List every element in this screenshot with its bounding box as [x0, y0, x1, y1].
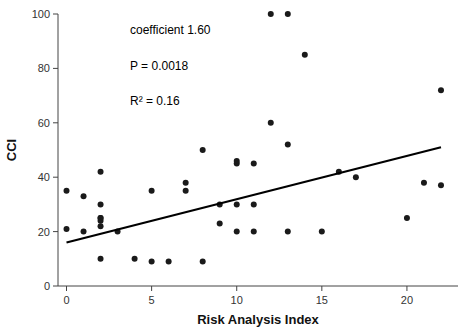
y-axis-label: CCI: [4, 139, 19, 161]
x-tick: [321, 286, 322, 291]
y-tick: [53, 177, 58, 178]
y-axis-line: [58, 14, 59, 286]
scatter-point: [98, 215, 104, 221]
scatter-point: [353, 174, 359, 180]
y-tick-label: 40: [38, 171, 50, 183]
scatter-point: [200, 147, 206, 153]
chart: 0 5 10 15 20 0 20 40 60 80 100 Risk Analysis Index C…: [0, 0, 474, 334]
scatter-point: [319, 229, 325, 235]
scatter-point: [166, 259, 172, 265]
scatter-point: [234, 229, 240, 235]
x-tick: [151, 286, 152, 291]
annotation: coefficient 1.60: [130, 23, 211, 37]
x-tick-label: 0: [63, 294, 69, 306]
x-tick-label: 5: [149, 294, 155, 306]
x-tick: [236, 286, 237, 291]
x-tick-label: 20: [401, 294, 413, 306]
x-axis-label: Risk Analysis Index: [197, 312, 319, 327]
scatter-point: [183, 188, 189, 194]
scatter-point: [149, 188, 155, 194]
scatter-point: [98, 223, 104, 229]
scatter-point: [98, 169, 104, 175]
scatter-point: [132, 256, 138, 262]
chart-container: 0 5 10 15 20 0 20 40 60 80 100 Risk Analysis Index C…: [0, 0, 474, 334]
scatter-point: [149, 259, 155, 265]
annotation: P = 0.0018: [130, 59, 188, 73]
scatter-point: [251, 201, 257, 207]
plot-area: [64, 11, 444, 265]
scatter-point: [98, 256, 104, 262]
axes: 0 5 10 15 20 0 20 40 60 80 100: [32, 8, 458, 306]
scatter-point: [98, 201, 104, 207]
scatter-point: [217, 220, 223, 226]
y-tick-label: 20: [38, 226, 50, 238]
scatter-point: [421, 180, 427, 186]
scatter-point: [81, 229, 87, 235]
scatter-point: [302, 52, 308, 58]
scatter-point: [234, 158, 240, 164]
y-tick-label: 60: [38, 117, 50, 129]
x-axis-line: [58, 286, 458, 287]
y-tick: [53, 68, 58, 69]
y-tick-label: 0: [44, 280, 50, 292]
x-tick: [66, 286, 67, 291]
scatter-point: [268, 11, 274, 17]
scatter-point: [285, 229, 291, 235]
scatter-point: [285, 142, 291, 148]
y-tick-label: 100: [32, 8, 50, 20]
scatter-point: [64, 226, 70, 232]
scatter-point: [81, 193, 87, 199]
scatter-point: [404, 215, 410, 221]
scatter-point: [234, 201, 240, 207]
y-tick-label: 80: [38, 62, 50, 74]
regression-line: [67, 147, 441, 242]
annotation: R² = 0.16: [130, 94, 180, 108]
scatter-point: [268, 120, 274, 126]
scatter-point: [251, 229, 257, 235]
scatter-point: [285, 11, 291, 17]
scatter-point: [64, 188, 70, 194]
y-tick: [53, 286, 58, 287]
scatter-point: [98, 215, 104, 221]
scatter-point: [251, 161, 257, 167]
y-tick: [53, 231, 58, 232]
y-tick: [53, 122, 58, 123]
y-tick: [53, 14, 58, 15]
x-tick-label: 10: [231, 294, 243, 306]
scatter-point: [183, 180, 189, 186]
scatter-point: [438, 182, 444, 188]
scatter-point: [200, 259, 206, 265]
x-tick: [406, 286, 407, 291]
annotations: coefficient 1.60 P = 0.0018 R² = 0.16: [130, 23, 211, 108]
x-tick-label: 15: [316, 294, 328, 306]
scatter-point: [438, 87, 444, 93]
